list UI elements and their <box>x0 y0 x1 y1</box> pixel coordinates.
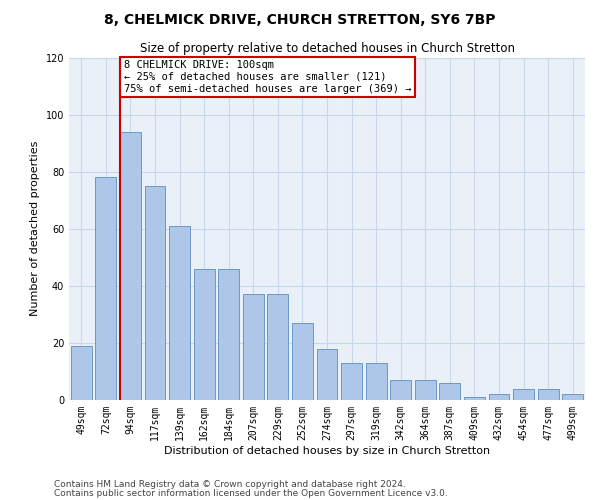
Bar <box>268 294 289 400</box>
Bar <box>390 380 411 400</box>
X-axis label: Distribution of detached houses by size in Church Stretton: Distribution of detached houses by size … <box>164 446 490 456</box>
Text: Contains HM Land Registry data © Crown copyright and database right 2024.: Contains HM Land Registry data © Crown c… <box>54 480 406 489</box>
Bar <box>194 268 215 400</box>
Bar <box>538 388 559 400</box>
Bar <box>71 346 92 400</box>
Bar <box>218 268 239 400</box>
Text: 8 CHELMICK DRIVE: 100sqm
← 25% of detached houses are smaller (121)
75% of semi-: 8 CHELMICK DRIVE: 100sqm ← 25% of detach… <box>124 60 411 94</box>
Bar <box>95 178 116 400</box>
Bar <box>169 226 190 400</box>
Y-axis label: Number of detached properties: Number of detached properties <box>30 141 40 316</box>
Bar <box>464 397 485 400</box>
Bar <box>243 294 264 400</box>
Bar <box>488 394 509 400</box>
Text: Contains public sector information licensed under the Open Government Licence v3: Contains public sector information licen… <box>54 489 448 498</box>
Bar <box>341 363 362 400</box>
Bar <box>513 388 534 400</box>
Bar <box>292 323 313 400</box>
Bar <box>562 394 583 400</box>
Title: Size of property relative to detached houses in Church Stretton: Size of property relative to detached ho… <box>139 42 515 55</box>
Bar <box>120 132 141 400</box>
Text: 8, CHELMICK DRIVE, CHURCH STRETTON, SY6 7BP: 8, CHELMICK DRIVE, CHURCH STRETTON, SY6 … <box>104 12 496 26</box>
Bar <box>317 348 337 400</box>
Bar <box>365 363 386 400</box>
Bar <box>145 186 166 400</box>
Bar <box>439 383 460 400</box>
Bar <box>415 380 436 400</box>
